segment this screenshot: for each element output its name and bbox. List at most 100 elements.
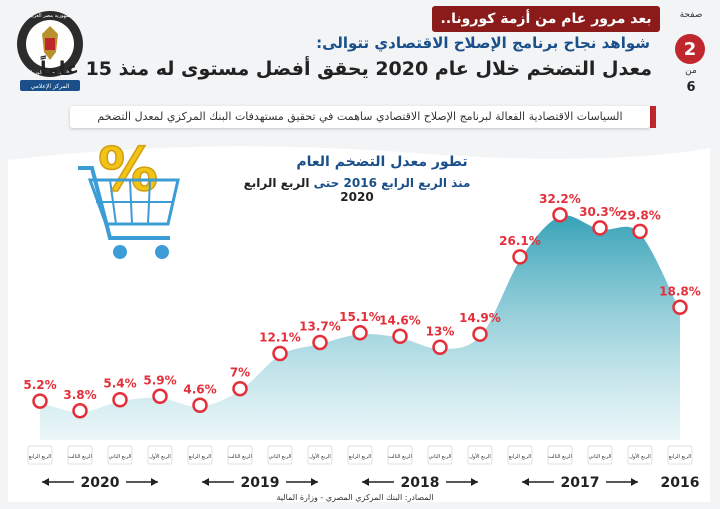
quarter-tag [27, 445, 53, 465]
super-title: شواهد نجاح برنامج الإصلاح الاقتصادي تتوا… [316, 34, 650, 52]
quarter-label: الربع الثاني [429, 454, 452, 460]
subtitle: السياسات الاقتصادية الفعالة لبرنامج الإص… [70, 106, 650, 128]
page-of: من [685, 66, 697, 76]
quarter-label: الربع الرابع [509, 454, 531, 460]
quarter-label: الربع الثاني [109, 454, 132, 460]
value-label: 29.8% [619, 208, 661, 222]
data-point [512, 249, 528, 265]
year-arrow [202, 478, 209, 486]
data-point [672, 299, 688, 316]
value-label: 4.6% [183, 382, 216, 396]
logo-line3: المركز الإعلامي [31, 83, 70, 90]
data-point [32, 393, 48, 409]
value-label: 5.4% [103, 377, 136, 391]
quarter-tag [267, 445, 293, 465]
quarter-label: الربع الثاني [269, 454, 292, 460]
data-point [432, 339, 448, 356]
quarter-tag [627, 445, 653, 465]
inflation-area [40, 213, 680, 440]
cabinet-logo: جمهورية مصر العربية رئاسة مجلس الوزراء ا… [17, 11, 83, 91]
quarter-tag [147, 445, 173, 465]
quarter-label: الربع الثالث [68, 454, 92, 460]
quarter-tag [307, 445, 333, 465]
data-point [272, 345, 288, 362]
page-indicator: صفحة 2 من 6 [664, 4, 718, 100]
main-title: معدل التضخم خلال عام 2020 يحقق أفضل مستو… [39, 58, 652, 80]
year-arrow [311, 478, 318, 486]
quarter-tag [67, 445, 93, 465]
top-banner-text: بعد مرور عام من أزمة كورونا.. [440, 11, 652, 27]
quarter-label: الربع الأول [309, 453, 331, 460]
year-label: 2019 [241, 475, 280, 491]
quarter-label: الربع الأول [469, 453, 491, 460]
data-point [592, 220, 608, 236]
quarter-label: الربع الرابع [669, 454, 691, 460]
quarter-tag [347, 445, 373, 465]
top-banner: بعد مرور عام من أزمة كورونا.. [432, 6, 660, 32]
year-arrow [471, 478, 478, 486]
year-arrow [362, 478, 369, 486]
quarter-tag [547, 445, 573, 465]
value-label: 18.8% [659, 284, 701, 298]
quarter-label: الربع الثاني [589, 454, 612, 460]
chart-subtitle-mid: حتى [313, 176, 340, 190]
value-label: 32.2% [539, 192, 581, 206]
value-label: 12.1% [259, 331, 301, 345]
year-arrow [522, 478, 529, 486]
quarter-tag [667, 445, 693, 465]
page-total: 6 [686, 80, 696, 95]
logo-line1: جمهورية مصر العربية [28, 13, 72, 19]
data-point [72, 403, 88, 419]
value-label: 30.3% [579, 205, 621, 219]
chart-subtitle-part1: منذ الربع الرابع 2016 [343, 176, 471, 190]
quarter-tag [427, 445, 453, 465]
quarter-label: الربع الثالث [228, 454, 252, 460]
value-label: 5.2% [23, 378, 56, 392]
value-label: 13% [426, 324, 455, 338]
year-label: 2020 [81, 475, 120, 491]
value-label: 14.9% [459, 311, 501, 325]
year-label: 2018 [401, 475, 440, 491]
value-label: 5.9% [143, 373, 176, 387]
data-point [552, 207, 568, 223]
quarter-tag [107, 445, 133, 465]
quarter-tag [467, 445, 493, 465]
quarter-tag [507, 445, 533, 465]
chart-subtitle: منذ الربع الرابع 2016 حتى الربع الرابع 2… [226, 176, 488, 204]
year-arrow [151, 478, 158, 486]
subtitle-accent [650, 106, 656, 128]
year-arrow [631, 478, 638, 486]
data-point [232, 380, 248, 397]
quarter-tag [187, 445, 213, 465]
page-number: 2 [675, 34, 705, 64]
value-label: 15.1% [339, 310, 381, 324]
quarter-label: الربع الرابع [189, 454, 211, 460]
data-point [112, 391, 128, 408]
page-word: صفحة [679, 10, 703, 20]
source-note: المصادر: البنك المركزي المصري - وزارة ال… [276, 493, 434, 502]
quarter-label: الربع الأول [629, 453, 651, 460]
shopping-cart-icon: % [78, 134, 180, 259]
year-label: 2017 [561, 475, 600, 491]
quarter-label: الربع الثالث [548, 454, 572, 460]
value-label: 3.8% [63, 388, 96, 402]
chart-subtitle-part2: الربع الرابع 2020 [243, 176, 374, 204]
year-arrow [42, 478, 49, 486]
data-point [392, 328, 408, 345]
quarter-tag [587, 445, 613, 465]
data-point [152, 388, 168, 405]
quarter-tag [227, 445, 253, 465]
data-point [352, 325, 368, 341]
quarter-label: الربع الرابع [29, 454, 51, 460]
quarter-tag [387, 445, 413, 465]
data-point [632, 223, 648, 240]
data-point [472, 326, 488, 342]
quarter-label: الربع الأول [149, 453, 171, 460]
quarter-label: الربع الثالث [388, 454, 412, 460]
data-point [192, 397, 208, 414]
logo-line2: رئاسة مجلس الوزراء [28, 70, 72, 76]
value-label: 14.6% [379, 313, 421, 327]
year-label: 2016 [661, 475, 700, 491]
data-point [312, 334, 328, 351]
